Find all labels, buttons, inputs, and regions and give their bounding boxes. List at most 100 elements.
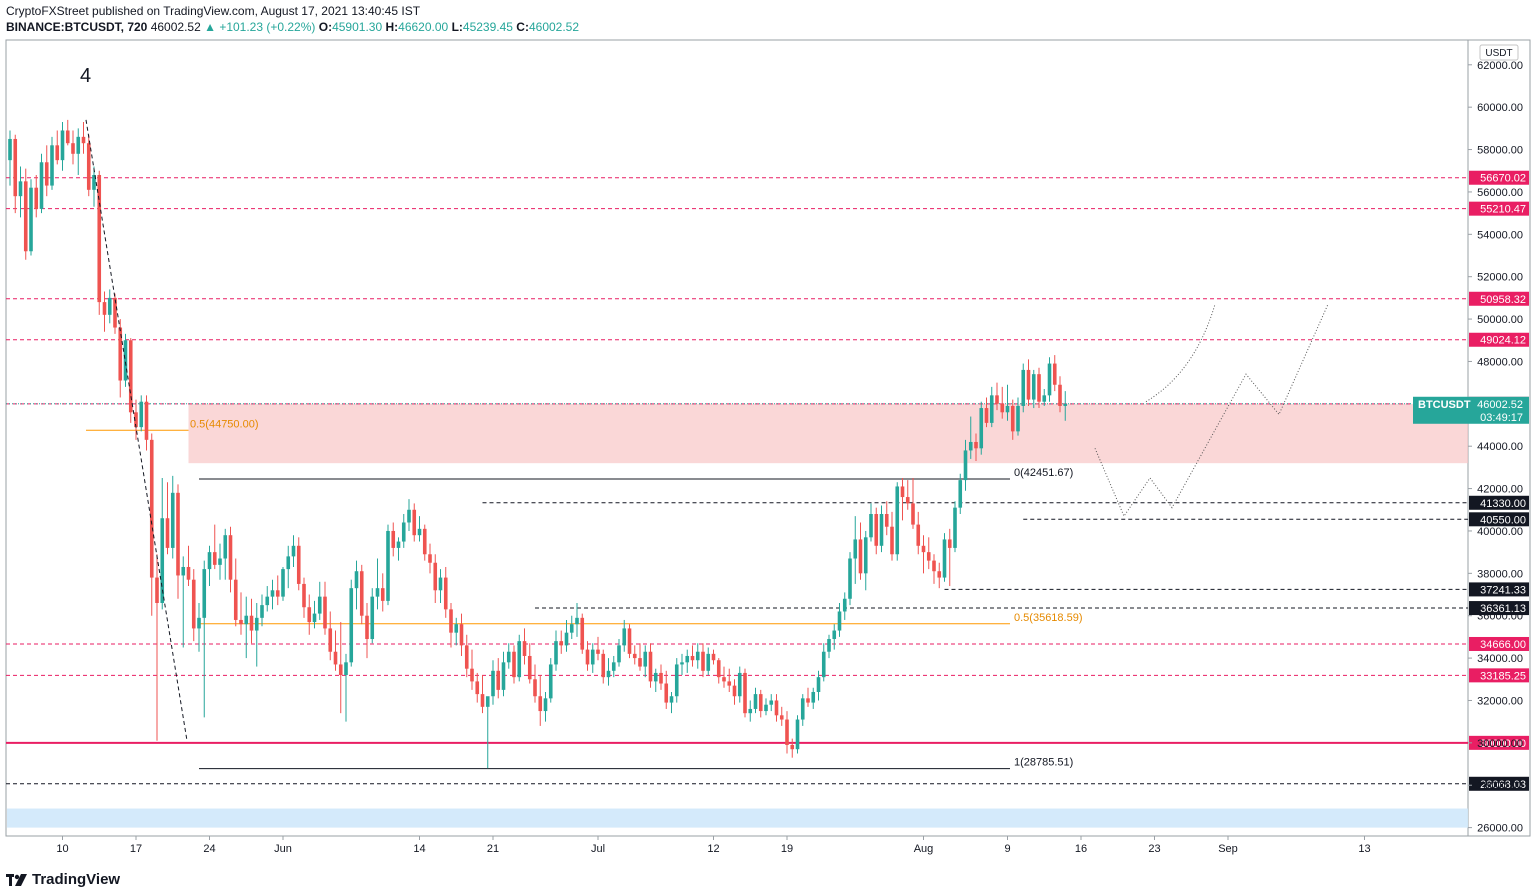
level-tag-label: 37241.33 [1480, 584, 1526, 596]
candle-body [506, 651, 511, 663]
candles-layer [8, 119, 1068, 769]
candle-body [869, 514, 873, 538]
candle-body [165, 518, 170, 548]
candle-body [638, 658, 642, 667]
overlay-layer: 0.5(44750.00) 0(42451.67) 0.5(35618.59) 1(2… [80, 65, 1329, 769]
level-tag-bg [1469, 495, 1529, 510]
candle-body [858, 539, 863, 574]
candle-body [585, 649, 590, 665]
candle-body [538, 696, 543, 712]
candle-body [223, 535, 228, 559]
candle-body [1058, 384, 1062, 406]
candle-body [50, 145, 54, 186]
candle-body [113, 297, 117, 328]
candle-body [1042, 395, 1047, 402]
candle-body [748, 708, 753, 714]
open-value: 45901.30 [332, 20, 383, 34]
candle-body [874, 514, 879, 546]
level-tag-bg [1469, 332, 1529, 347]
candle-body [365, 615, 369, 640]
level-tag-label: 50958.32 [1480, 294, 1526, 306]
candle-body [764, 704, 768, 712]
candle-body [407, 509, 411, 523]
candle-body [706, 653, 711, 671]
candle-body [601, 653, 606, 678]
x-tick-label: Jul [591, 843, 605, 855]
candle-body [559, 641, 564, 646]
zone-supply [188, 403, 1468, 464]
candle-body [947, 539, 952, 548]
candle-body [580, 617, 585, 650]
candle-body [659, 672, 663, 684]
candle-body [1000, 403, 1005, 413]
y-tick-label: 58000.00 [1477, 145, 1523, 157]
tradingview-logo[interactable]: TradingView [6, 871, 120, 888]
y-tick-label: 50000.00 [1477, 314, 1523, 326]
candle-body [690, 655, 695, 661]
candle-body [349, 588, 354, 663]
candle-body [202, 569, 207, 618]
candle-body [732, 685, 737, 697]
candle-body [821, 651, 826, 678]
candle-body [842, 598, 847, 612]
candle-body [291, 545, 296, 557]
candle-body [827, 639, 831, 652]
price-change: ▲ +101.23 (+0.22%) [204, 20, 316, 34]
candle-body [417, 528, 422, 536]
fib-label: 0.5(44750.00) [190, 418, 259, 430]
candle-body [622, 628, 627, 646]
candle-body [701, 651, 705, 671]
candle-body [65, 130, 70, 144]
candle-body [1063, 403, 1068, 406]
candle-body [233, 579, 238, 620]
candle-body [958, 480, 963, 508]
candle-body [669, 696, 674, 703]
candle-body [55, 145, 60, 161]
candle-body [60, 130, 65, 161]
level-tag-bg [1469, 735, 1529, 750]
candle-body [344, 662, 348, 676]
symbol-label[interactable]: BINANCE:BTCUSDT, 720 [6, 20, 148, 34]
levels-layer [6, 177, 1468, 785]
level-tag-label: 49024.12 [1480, 335, 1526, 347]
x-tick-label: 23 [1148, 843, 1160, 855]
candle-body [359, 571, 364, 616]
candle-body [937, 571, 942, 578]
candle-body [989, 395, 994, 423]
candle-body [1047, 363, 1052, 396]
candle-body [286, 556, 291, 570]
candle-body [218, 558, 222, 565]
candle-body [596, 649, 600, 654]
ohlc-legend: BINANCE:BTCUSDT, 720 46002.52 ▲ +101.23 … [6, 20, 579, 34]
candle-body [296, 545, 301, 584]
candle-body [722, 677, 726, 682]
candle-body [811, 691, 816, 703]
time-axis: 10 17 24 Jun 14 21 Jul 12 19 Aug 9 16 23 Sep 13 [56, 836, 1371, 855]
level-tag-bg [1469, 170, 1529, 185]
x-tick-label: 24 [203, 843, 215, 855]
candle-body [470, 668, 474, 682]
candle-body [711, 653, 716, 661]
candle-body [963, 450, 968, 481]
level-tag-label: 36361.13 [1480, 603, 1526, 615]
candle-body [8, 138, 12, 161]
candle-body [769, 700, 774, 705]
publish-info: CryptoFXStreet published on TradingView.… [6, 4, 420, 18]
candle-body [191, 579, 196, 629]
candle-body [879, 514, 884, 546]
candle-body [790, 744, 795, 750]
candle-body [123, 340, 128, 381]
candle-body [575, 617, 579, 625]
fib-label: 1(28785.51) [1014, 757, 1073, 769]
tradingview-icon [6, 873, 27, 886]
candle-body [685, 655, 690, 663]
y-tick-label: 62000.00 [1477, 60, 1523, 72]
open-label: O: [318, 20, 333, 34]
candle-body [774, 700, 779, 716]
y-tick-label: 40000.00 [1477, 526, 1523, 538]
x-tick-label: Sep [1218, 843, 1238, 855]
candle-body [695, 651, 700, 661]
candle-body [926, 552, 931, 561]
candle-body [1016, 405, 1020, 432]
